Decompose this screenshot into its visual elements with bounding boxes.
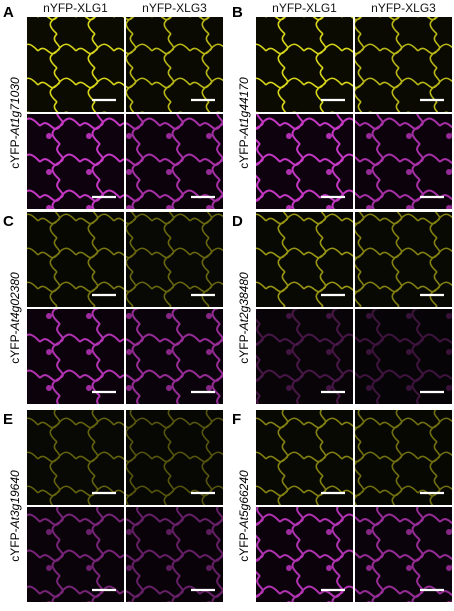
row-label-gene: At2g38480 <box>237 272 251 331</box>
row-label-prefix: cYFP- <box>237 528 251 561</box>
row-label-prefix: cYFP- <box>237 330 251 363</box>
column-label: nYFP-XLG1 <box>43 1 108 15</box>
row-label-gene: At5g66240 <box>237 470 251 529</box>
column-label: nYFP-XLG3 <box>371 1 436 15</box>
magenta-image <box>355 114 452 209</box>
yellow-image <box>355 410 452 505</box>
row-label-prefix: cYFP- <box>8 528 22 561</box>
panel-letter: F <box>232 411 241 428</box>
column-label: nYFP-XLG1 <box>272 1 337 15</box>
magenta-image <box>256 114 353 209</box>
row-label: cYFP-At3g19640 <box>8 470 22 562</box>
yellow-image <box>256 17 353 112</box>
panel-letter: E <box>3 411 13 428</box>
row-label-prefix: cYFP- <box>8 135 22 168</box>
yellow-image <box>256 212 353 307</box>
magenta-image <box>27 507 124 602</box>
panel-letter: B <box>232 4 243 21</box>
magenta-image <box>27 114 124 209</box>
magenta-image <box>256 309 353 404</box>
row-label-gene: At3g19640 <box>8 470 22 529</box>
yellow-image <box>126 17 223 112</box>
yellow-image <box>27 410 124 505</box>
panel-letter: D <box>232 213 243 230</box>
column-label: nYFP-XLG3 <box>142 1 207 15</box>
row-label-gene: At4g02380 <box>8 272 22 331</box>
panel-letter: C <box>3 213 14 230</box>
row-label: cYFP-At2g38480 <box>237 272 251 364</box>
magenta-image <box>256 507 353 602</box>
yellow-image <box>355 17 452 112</box>
magenta-image <box>126 309 223 404</box>
row-label-gene: At1g44170 <box>237 77 251 136</box>
magenta-image <box>355 309 452 404</box>
magenta-image <box>27 309 124 404</box>
row-label: cYFP-At1g71030 <box>8 77 22 169</box>
row-label: cYFP-At5g66240 <box>237 470 251 562</box>
yellow-image <box>256 410 353 505</box>
row-label: cYFP-At4g02380 <box>8 272 22 364</box>
yellow-image <box>355 212 452 307</box>
magenta-image <box>126 507 223 602</box>
yellow-image <box>27 212 124 307</box>
row-label-gene: At1g71030 <box>8 77 22 136</box>
magenta-image <box>355 507 452 602</box>
yellow-image <box>126 212 223 307</box>
row-label: cYFP-At1g44170 <box>237 77 251 169</box>
yellow-image <box>27 17 124 112</box>
magenta-image <box>126 114 223 209</box>
panel-letter: A <box>3 4 14 21</box>
yellow-image <box>126 410 223 505</box>
row-label-prefix: cYFP- <box>8 330 22 363</box>
row-label-prefix: cYFP- <box>237 135 251 168</box>
